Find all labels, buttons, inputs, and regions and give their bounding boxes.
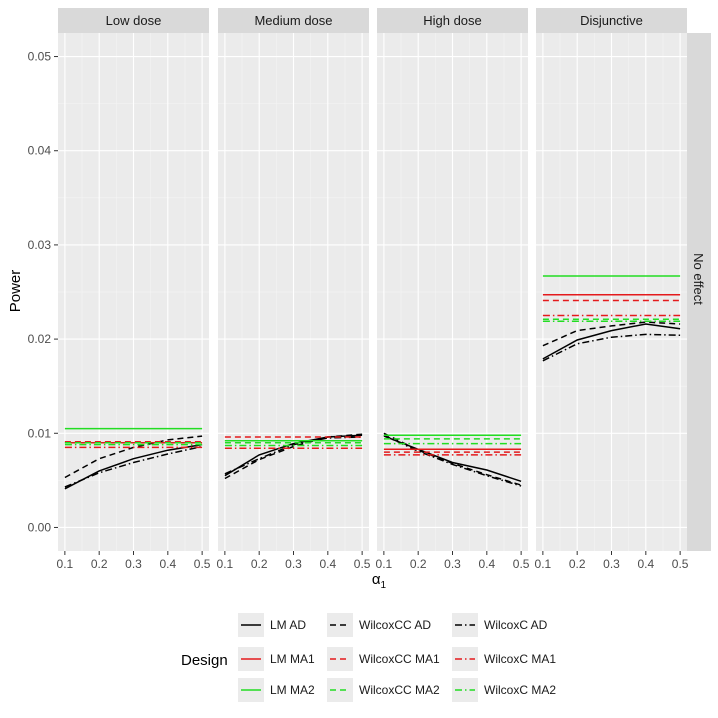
legend: Design LM AD LM MA1 LM MA2 WilcoxCC AD Wilcox… (181, 613, 556, 702)
legend-label: LM MA2 (270, 683, 315, 697)
x-tick-label: 0.1 (57, 557, 74, 571)
x-tick-label: 0.5 (354, 557, 371, 571)
legend-item: LM MA2 (238, 678, 315, 702)
facet-strip (377, 8, 528, 33)
x-tick-label: 0.4 (159, 557, 176, 571)
facet-title: Low dose (106, 13, 162, 28)
x-tick-label: 0.3 (603, 557, 620, 571)
facet-strip (58, 8, 209, 33)
x-tick-label: 0.3 (285, 557, 302, 571)
y-tick-label: 0.00 (28, 520, 52, 534)
x-axis-label: α1 (372, 571, 387, 591)
legend-item: WilcoxC MA2 (452, 678, 556, 702)
x-tick-label: 0.5 (194, 557, 211, 571)
y-tick-label: 0.05 (28, 50, 52, 64)
row-strip-background (687, 33, 711, 551)
legend-item: LM AD (238, 613, 306, 637)
legend-label: WilcoxC MA2 (484, 683, 556, 697)
panel-1: Low dose 0.1 0.2 0.3 0.4 0.5 0.00 0.01 0.02 0.03 0… (28, 8, 211, 571)
panel-4: Disjunctive 0.1 0.2 0.3 0.4 0.5 (535, 8, 689, 571)
y-tick-label: 0.03 (28, 238, 52, 252)
x-tick-label: 0.4 (478, 557, 495, 571)
series-line-lm-ad (542, 323, 681, 360)
facet-panels: Low dose 0.1 0.2 0.3 0.4 0.5 0.00 0.01 0.02 0.03 0… (28, 8, 711, 571)
series-line-wilcoxc-ad (383, 434, 522, 487)
x-tick-label: 0.5 (672, 557, 689, 571)
x-tick-label: 0.2 (251, 557, 268, 571)
x-tick-label: 0.1 (217, 557, 234, 571)
facet-strip (536, 8, 687, 33)
x-axis-label-base: α (372, 571, 381, 588)
y-axis-label: Power (7, 270, 24, 313)
x-tick-label: 0.4 (637, 557, 654, 571)
series-line-wilcoxc-ad (64, 445, 203, 488)
legend-label: WilcoxCC MA1 (359, 652, 440, 666)
y-tick-label: 0.02 (28, 332, 52, 346)
x-tick-label: 0.4 (319, 557, 336, 571)
x-tick-label: 0.3 (125, 557, 142, 571)
x-tick-label: 0.3 (444, 557, 461, 571)
x-tick-label: 0.5 (513, 557, 530, 571)
series-line-wilcoxcc-ad (224, 433, 363, 480)
facet-title: High dose (423, 13, 482, 28)
legend-title: Design (181, 652, 228, 669)
legend-label: WilcoxC AD (484, 618, 548, 632)
x-tick-label: 0.1 (376, 557, 393, 571)
legend-item: WilcoxCC AD (327, 613, 431, 637)
x-axis-label-sub: 1 (381, 580, 387, 591)
x-tick-label: 0.2 (91, 557, 108, 571)
legend-item: WilcoxCC MA1 (327, 647, 440, 671)
legend-label: WilcoxCC MA2 (359, 683, 440, 697)
legend-item: WilcoxC AD (452, 613, 548, 637)
facet-title: Medium dose (254, 13, 332, 28)
row-strip-label: No effect (691, 253, 706, 305)
series-line-wilcoxcc-ad (542, 321, 681, 347)
legend-label: WilcoxC MA1 (484, 652, 556, 666)
y-tick-label: 0.01 (28, 426, 52, 440)
panel-3: High dose 0.1 0.2 0.3 0.4 0.5 (376, 8, 530, 571)
legend-item: WilcoxC MA1 (452, 647, 556, 671)
legend-label: LM AD (270, 618, 306, 632)
row-strip: No effect (687, 33, 711, 551)
x-tick-label: 0.2 (410, 557, 427, 571)
series-line-wilcoxcc-ad (383, 432, 522, 486)
legend-item: LM MA1 (238, 647, 315, 671)
series-line-wilcoxc-ad (542, 333, 681, 362)
facet-strip (218, 8, 369, 33)
legend-label: WilcoxCC AD (359, 618, 431, 632)
facet-title: Disjunctive (580, 13, 643, 28)
y-tick-label: 0.04 (28, 144, 52, 158)
legend-item: WilcoxCC MA2 (327, 678, 440, 702)
legend-label: LM MA1 (270, 652, 315, 666)
panel-2: Medium dose 0.1 0.2 0.3 0.4 0.5 (217, 8, 371, 571)
x-tick-label: 0.1 (535, 557, 552, 571)
x-tick-label: 0.2 (569, 557, 586, 571)
